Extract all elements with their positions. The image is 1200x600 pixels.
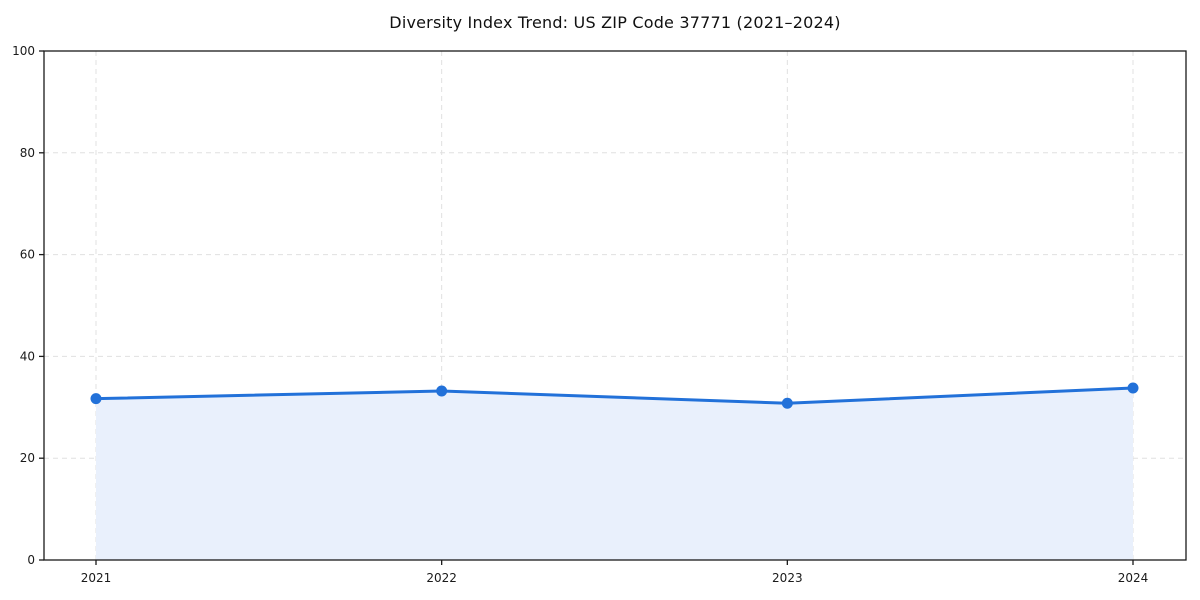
data-point-marker (1127, 382, 1139, 394)
x-tick-label: 2021 (81, 571, 112, 585)
y-tick-label: 60 (20, 248, 35, 262)
y-tick-label: 100 (12, 44, 35, 58)
y-tick-label: 80 (20, 146, 35, 160)
y-tick-label: 20 (20, 451, 35, 465)
x-tick-label: 2023 (772, 571, 803, 585)
y-tick-label: 0 (27, 553, 35, 567)
trend-line (94, 386, 1135, 405)
data-point-marker (436, 385, 448, 397)
data-point-marker (90, 393, 102, 405)
axes-spines (43, 50, 1187, 561)
data-point-marker (781, 397, 793, 409)
chart-title: Diversity Index Trend: US ZIP Code 37771… (389, 13, 841, 32)
y-tick-label: 40 (20, 349, 35, 363)
x-tick-label: 2024 (1118, 571, 1149, 585)
x-tick-label: 2022 (426, 571, 457, 585)
area-fill (96, 387, 1133, 560)
